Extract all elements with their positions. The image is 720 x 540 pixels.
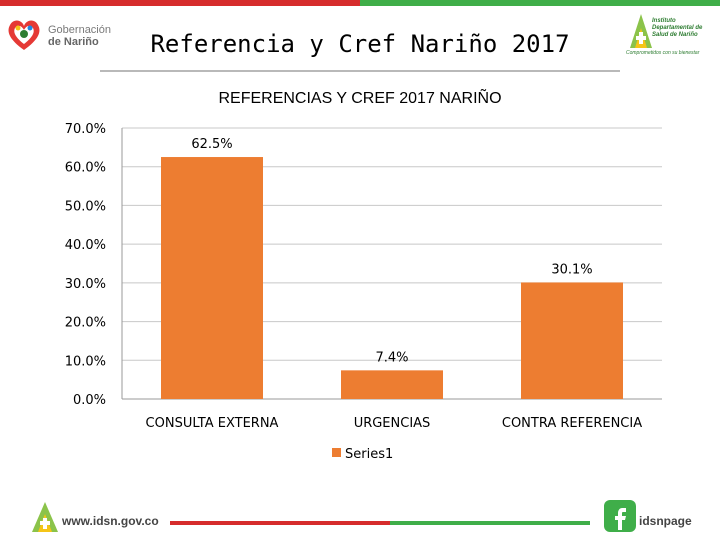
- bar-chart: 0.0% 10.0% 20.0% 30.0% 40.0% 50.0% 60.0% 70.0% 6…: [65, 122, 662, 462]
- top-bar-red: [0, 0, 360, 6]
- footer-idsn-emblem-icon: [32, 502, 58, 532]
- y-tick-label: 50.0%: [65, 199, 106, 214]
- footer-line-red: [170, 521, 390, 525]
- bar: [521, 282, 623, 399]
- y-tick-label: 30.0%: [65, 277, 106, 292]
- top-bar-green: [360, 0, 720, 6]
- y-tick-label: 20.0%: [65, 316, 106, 331]
- idsn-logo-text: Instituto Departamental de Salud de Nari…: [652, 18, 703, 38]
- facebook-icon[interactable]: [604, 500, 636, 532]
- footer-social-handle[interactable]: idsnpage: [639, 514, 692, 528]
- logo-text-line2: de Nariño: [48, 36, 99, 48]
- footer-line-green: [390, 521, 590, 525]
- legend-label: Series1: [345, 447, 393, 462]
- y-tick-label: 0.0%: [73, 393, 106, 408]
- idsn-logo: Instituto Departamental de Salud de Nari…: [622, 10, 714, 62]
- heart-logo-icon: [8, 20, 40, 50]
- y-tick-label: 10.0%: [65, 354, 106, 369]
- legend-swatch: [332, 448, 341, 457]
- footer-website-link[interactable]: www.idsn.gov.co: [62, 514, 159, 528]
- top-accent-bars: [0, 0, 720, 6]
- data-label: 7.4%: [375, 350, 408, 365]
- data-label: 62.5%: [191, 137, 232, 152]
- x-tick-label: URGENCIAS: [354, 416, 431, 431]
- idsn-emblem-icon: [630, 14, 652, 48]
- idsn-logo-slogan: Comprometidos con su bienestar: [626, 50, 700, 56]
- page-title: Referencia y Cref Nariño 2017: [150, 30, 570, 58]
- bar: [341, 370, 443, 399]
- y-tick-label: 60.0%: [65, 161, 106, 176]
- gobernacion-narino-logo: Gobernación de Nariño: [6, 16, 116, 56]
- chart-title: REFERENCIAS Y CREF 2017 NARIÑO: [218, 90, 502, 107]
- logo-text-line1: Gobernación: [48, 24, 111, 36]
- data-label: 30.1%: [551, 262, 592, 277]
- x-tick-label: CONSULTA EXTERNA: [146, 416, 279, 431]
- y-tick-label: 40.0%: [65, 238, 106, 253]
- x-tick-label: CONTRA REFERENCIA: [502, 416, 642, 431]
- title-underline: [100, 70, 620, 72]
- bar: [161, 157, 263, 399]
- y-tick-label: 70.0%: [65, 122, 106, 137]
